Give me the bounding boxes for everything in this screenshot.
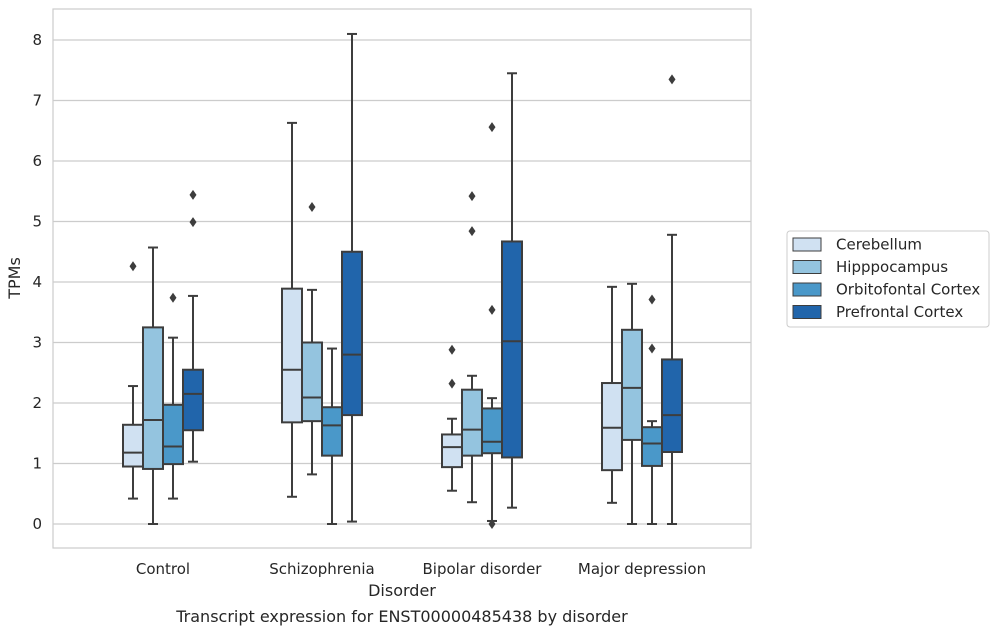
outlier-point: [648, 294, 656, 305]
x-tick-label: Schizophrenia: [269, 560, 374, 578]
iqr-box: [621, 328, 643, 441]
iqr-box: [641, 426, 663, 467]
legend-swatch: [792, 237, 822, 252]
legend-swatch: [792, 282, 822, 297]
iqr-box: [661, 358, 683, 454]
y-tick-label: 3: [32, 334, 42, 352]
outlier-point: [668, 74, 676, 85]
y-tick-label: 0: [32, 515, 42, 533]
outlier-point: [308, 201, 316, 212]
y-tick-label: 5: [32, 213, 42, 231]
legend-label: Orbitofontal Cortex: [836, 281, 980, 299]
iqr-box: [162, 403, 184, 466]
y-tick-label: 4: [32, 273, 42, 291]
box-series: [122, 32, 683, 529]
outlier-point: [189, 217, 197, 228]
legend-frame: [786, 230, 990, 328]
iqr-box: [341, 250, 363, 417]
legend-label: Prefrontal Cortex: [836, 303, 963, 321]
iqr-box: [501, 240, 523, 459]
outlier-point: [448, 378, 456, 389]
outlier-point: [648, 343, 656, 354]
outlier-point: [129, 261, 137, 272]
y-tick-label: 7: [32, 92, 42, 110]
chart-caption: Transcript expression for ENST0000048543…: [175, 607, 628, 626]
outlier-point: [169, 292, 177, 303]
iqr-box: [301, 341, 323, 423]
legend-swatch: [792, 305, 822, 319]
y-tick-label: 1: [32, 455, 42, 473]
legend-label: Hipppocampus: [836, 258, 948, 276]
iqr-box: [321, 406, 343, 457]
x-tick-label: Bipolar disorder: [423, 560, 543, 578]
y-tick-label: 6: [32, 152, 42, 170]
iqr-box: [122, 423, 144, 468]
y-tick-label: 2: [32, 394, 42, 412]
outlier-point: [488, 122, 496, 133]
iqr-box: [481, 407, 503, 455]
outlier-point: [468, 191, 476, 202]
iqr-box: [601, 382, 623, 472]
y-tick-labels: 0 1 2 3 4 5 6 7 8: [32, 31, 42, 533]
y-tick-label: 8: [32, 31, 42, 49]
iqr-box: [461, 388, 483, 457]
outlier-point: [488, 519, 496, 529]
iqr-box: [441, 433, 463, 469]
legend-swatch: [792, 260, 822, 274]
x-tick-labels: Control Schizophrenia Bipolar disorder Majo…: [136, 560, 706, 578]
outlier-point: [189, 189, 197, 200]
legend: Cerebellum Hipppocampus Orbitofontal Corte…: [786, 230, 990, 328]
x-tick-label: Control: [136, 560, 190, 578]
iqr-box: [281, 287, 303, 424]
legend-label: Cerebellum: [836, 236, 922, 254]
iqr-box: [142, 326, 164, 470]
x-tick-label: Major depression: [578, 560, 706, 578]
outlier-point: [488, 304, 496, 315]
outlier-point: [448, 344, 456, 355]
iqr-box: [182, 368, 204, 432]
x-axis-title: Disorder: [368, 581, 436, 600]
y-axis-title: TPMs: [5, 257, 24, 300]
outlier-point: [468, 226, 476, 237]
